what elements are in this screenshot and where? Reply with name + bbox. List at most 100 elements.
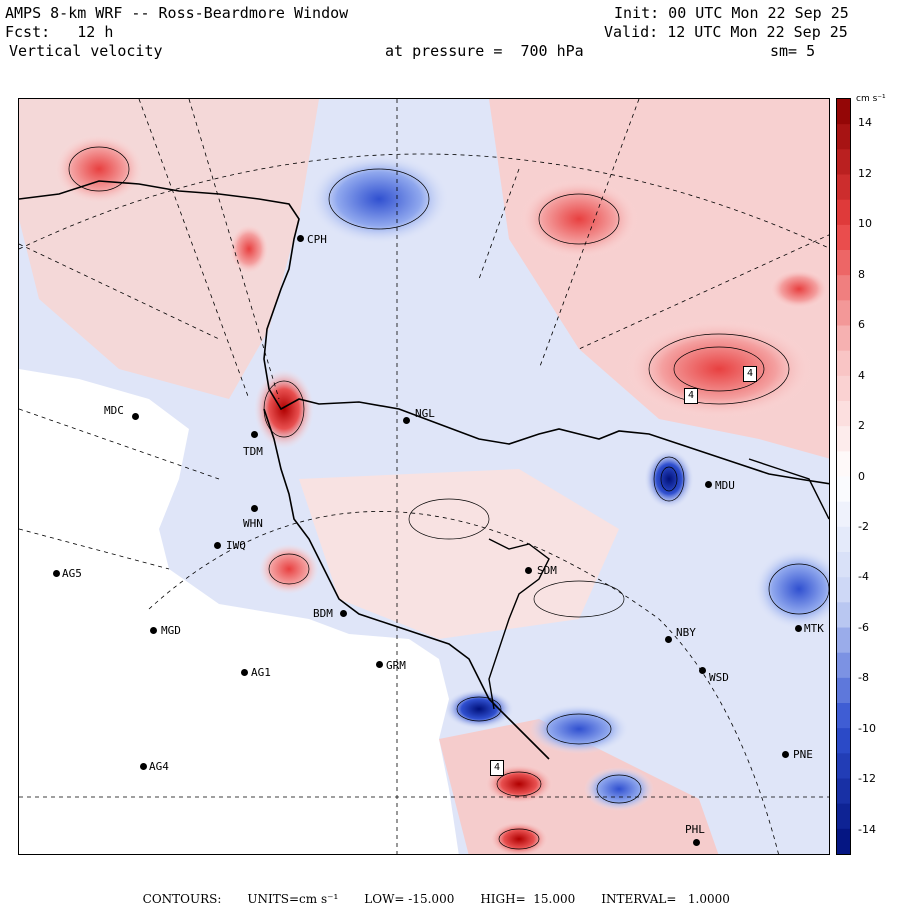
colorbar-tick-label: 6 xyxy=(858,318,865,332)
colorbar-step xyxy=(837,451,850,477)
station-label: PNE xyxy=(793,748,813,761)
coastline-north xyxy=(19,180,829,485)
station-label: PHL xyxy=(685,823,705,836)
colorbar-step xyxy=(837,552,850,578)
station-label: AG5 xyxy=(62,567,82,580)
no-data-region xyxy=(19,369,459,854)
station-label: WHN xyxy=(243,517,263,530)
colorbar-tick-label: 0 xyxy=(858,469,865,483)
station-dot xyxy=(140,763,147,770)
station-dot xyxy=(705,481,712,488)
station-dot xyxy=(403,417,410,424)
station-dot xyxy=(251,431,258,438)
colorbar-step xyxy=(837,99,850,125)
station-dot xyxy=(150,627,157,634)
smoothing: sm= 5 xyxy=(770,42,816,60)
updraft-iwq xyxy=(259,544,319,594)
vertical-velocity-map xyxy=(19,99,829,854)
colorbar-step xyxy=(837,728,850,754)
downdraft-se xyxy=(529,704,629,754)
colorbar xyxy=(836,98,851,855)
station-dot xyxy=(782,751,789,758)
footer-contours: CONTOURS: UNITS=cm s⁻¹ LOW= -15.000 HIGH= 1… xyxy=(135,878,756,906)
updraft-ne2 xyxy=(769,269,829,309)
colorbar-tick-label: -4 xyxy=(858,570,869,584)
station-dot xyxy=(53,570,60,577)
footer-low: LOW= -15.000 xyxy=(364,892,455,906)
coastline-east xyxy=(748,458,829,520)
colorbar-step xyxy=(837,124,850,150)
station-dot xyxy=(241,669,248,676)
colorbar-gradient xyxy=(837,99,850,855)
station-label: MDU xyxy=(715,479,735,492)
footer-label: CONTOURS: xyxy=(142,892,222,906)
init-time: Init: 00 UTC Mon 22 Sep 25 xyxy=(614,4,849,22)
station-dot xyxy=(251,505,258,512)
colorbar-tick-label: -2 xyxy=(858,519,869,533)
colorbar-step xyxy=(837,577,850,603)
colorbar-units: cm s⁻¹ xyxy=(856,94,886,104)
colorbar-step xyxy=(837,602,850,628)
station-dot xyxy=(525,567,532,574)
station-label: TDM xyxy=(243,445,263,458)
footer-high: HIGH= 15.000 xyxy=(480,892,576,906)
colorbar-step xyxy=(837,149,850,175)
station-dot xyxy=(699,667,706,674)
downdraft-e xyxy=(754,549,829,629)
local-max-marker: 4 xyxy=(490,760,504,776)
station-label: AG1 xyxy=(251,666,271,679)
station-dot xyxy=(214,542,221,549)
downdraft-grm xyxy=(444,689,514,729)
contour-lines xyxy=(68,146,829,850)
pressure-level: at pressure = 700 hPa xyxy=(385,42,584,60)
colorbar-step xyxy=(837,627,850,654)
footer-units: UNITS=cm s⁻¹ xyxy=(247,892,339,906)
colorbar-tick-label: -14 xyxy=(858,822,876,836)
colorbar-step xyxy=(837,375,850,402)
colorbar-step xyxy=(837,426,850,452)
station-dot xyxy=(297,235,304,242)
colorbar-step xyxy=(837,476,850,503)
graticule xyxy=(19,99,829,854)
colorbar-tick-label: -12 xyxy=(858,772,876,786)
downdraft-mdu xyxy=(644,449,694,509)
forecast-hour: Fcst: 12 h xyxy=(5,23,114,41)
station-dot xyxy=(340,610,347,617)
colorbar-tick-label: -6 xyxy=(858,620,869,634)
colorbar-step xyxy=(837,828,850,855)
station-label: CPH xyxy=(307,233,327,246)
colorbar-tick-label: 2 xyxy=(858,419,865,433)
station-label: BDM xyxy=(313,607,333,620)
downdraft-s xyxy=(584,767,654,811)
station-dot xyxy=(795,625,802,632)
colorbar-step xyxy=(837,703,850,729)
downdraft-n xyxy=(309,154,449,244)
colorbar-step xyxy=(837,526,850,553)
station-dot xyxy=(665,636,672,643)
field-name: Vertical velocity xyxy=(9,42,163,60)
colorbar-step xyxy=(837,350,850,377)
colorbar-step xyxy=(837,652,850,679)
colorbar-step xyxy=(837,275,850,301)
colorbar-step xyxy=(837,803,850,830)
colorbar-tick-label: 10 xyxy=(858,217,872,231)
station-label: MTK xyxy=(804,622,824,635)
coastline-island xyxy=(488,538,550,710)
colorbar-tick-label: 4 xyxy=(858,368,865,382)
station-label: IWQ xyxy=(226,539,246,552)
colorbar-step xyxy=(837,224,850,251)
colorbar-step xyxy=(837,753,850,779)
station-label: AG4 xyxy=(149,760,169,773)
colorbar-step xyxy=(837,677,850,704)
station-label: SDM xyxy=(537,564,557,577)
title-line-1: AMPS 8-km WRF -- Ross-Beardmore Window xyxy=(5,4,349,22)
valid-time: Valid: 12 UTC Mon 22 Sep 25 xyxy=(604,23,848,41)
station-label: MDC xyxy=(104,404,124,417)
station-dot xyxy=(376,661,383,668)
coastline-ice-shelf xyxy=(263,408,550,760)
positive-region-south xyxy=(439,719,719,854)
colorbar-tick-label: -10 xyxy=(858,721,876,735)
colorbar-tick-label: 12 xyxy=(858,166,872,180)
updraft-nw xyxy=(54,134,144,204)
colorbar-tick-label: -8 xyxy=(858,671,869,685)
